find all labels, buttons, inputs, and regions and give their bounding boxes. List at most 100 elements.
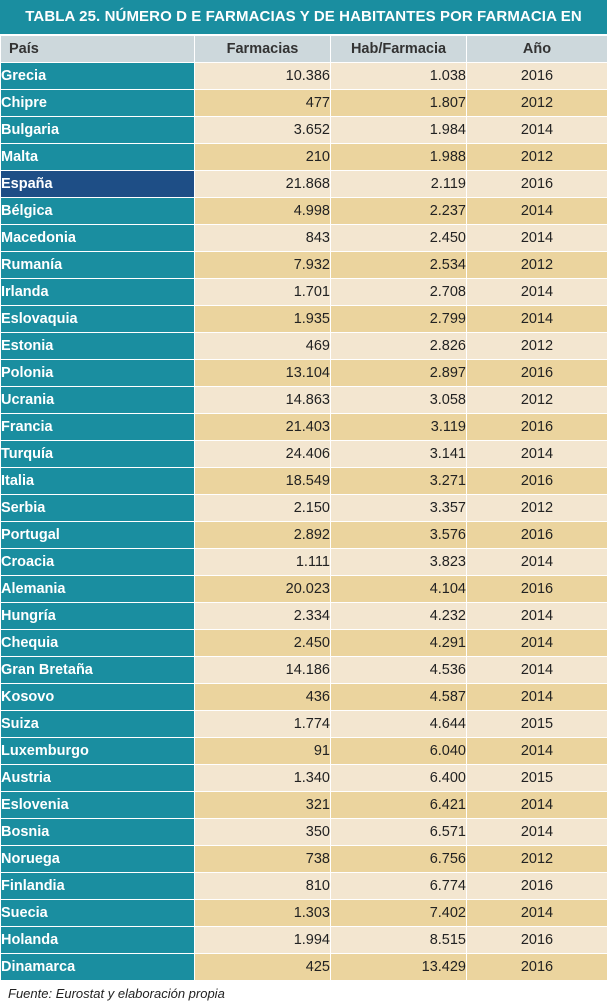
table-row: Chequia 2.450 4.291 2014 — [0, 629, 607, 657]
year-cell: 2014 — [466, 440, 607, 468]
table-row: Gran Bretaña 14.186 4.536 2014 — [0, 656, 607, 684]
year-cell: 2014 — [466, 791, 607, 819]
year-cell: 2012 — [466, 494, 607, 522]
inhabitants-per-pharmacy-cell: 2.897 — [330, 359, 467, 387]
table-row: Finlandia 810 6.774 2016 — [0, 872, 607, 900]
year-cell: 2015 — [466, 764, 607, 792]
year-cell: 2012 — [466, 89, 607, 117]
year-cell: 2014 — [466, 278, 607, 306]
pharmacies-cell: 10.386 — [194, 62, 331, 90]
inhabitants-per-pharmacy-cell: 3.058 — [330, 386, 467, 414]
country-cell: Grecia — [0, 62, 195, 90]
country-cell: Eslovenia — [0, 791, 195, 819]
table-row: Turquía 24.406 3.141 2014 — [0, 440, 607, 468]
table-row: Eslovaquia 1.935 2.799 2014 — [0, 305, 607, 333]
country-cell: Polonia — [0, 359, 195, 387]
year-cell: 2012 — [466, 143, 607, 171]
table-title: TABLA 25. NÚMERO D E FARMACIAS Y DE HABI… — [0, 0, 607, 59]
inhabitants-per-pharmacy-cell: 1.984 — [330, 116, 467, 144]
pharmacies-cell: 477 — [194, 89, 331, 117]
year-cell: 2016 — [466, 170, 607, 198]
country-cell: Suiza — [0, 710, 195, 738]
inhabitants-per-pharmacy-cell: 6.774 — [330, 872, 467, 900]
country-cell: Francia — [0, 413, 195, 441]
inhabitants-per-pharmacy-cell: 1.038 — [330, 62, 467, 90]
table-row: Bosnia 350 6.571 2014 — [0, 818, 607, 846]
table-row: Malta 210 1.988 2012 — [0, 143, 607, 171]
table-row: Holanda 1.994 8.515 2016 — [0, 926, 607, 954]
table-row: Bélgica 4.998 2.237 2014 — [0, 197, 607, 225]
year-cell: 2014 — [466, 116, 607, 144]
pharmacies-cell: 13.104 — [194, 359, 331, 387]
table-body: Grecia 10.386 1.038 2016 Chipre 477 1.807 2012 B… — [0, 62, 607, 981]
table-row: Rumanía 7.932 2.534 2012 — [0, 251, 607, 279]
country-cell: Austria — [0, 764, 195, 792]
table-row: Portugal 2.892 3.576 2016 — [0, 521, 607, 549]
inhabitants-per-pharmacy-cell: 8.515 — [330, 926, 467, 954]
year-cell: 2014 — [466, 197, 607, 225]
inhabitants-per-pharmacy-cell: 3.823 — [330, 548, 467, 576]
country-cell: Italia — [0, 467, 195, 495]
inhabitants-per-pharmacy-cell: 2.119 — [330, 170, 467, 198]
country-cell: Irlanda — [0, 278, 195, 306]
inhabitants-per-pharmacy-cell: 6.571 — [330, 818, 467, 846]
inhabitants-per-pharmacy-cell: 6.756 — [330, 845, 467, 873]
pharmacies-cell: 843 — [194, 224, 331, 252]
table-row: Estonia 469 2.826 2012 — [0, 332, 607, 360]
table-row: Croacia 1.111 3.823 2014 — [0, 548, 607, 576]
table-row: Grecia 10.386 1.038 2016 — [0, 62, 607, 90]
country-cell: Gran Bretaña — [0, 656, 195, 684]
country-cell: Bosnia — [0, 818, 195, 846]
pharmacies-cell: 210 — [194, 143, 331, 171]
country-cell: Hungría — [0, 602, 195, 630]
year-cell: 2014 — [466, 305, 607, 333]
pharmacies-cell: 1.774 — [194, 710, 331, 738]
inhabitants-per-pharmacy-cell: 3.357 — [330, 494, 467, 522]
pharmacies-cell: 1.340 — [194, 764, 331, 792]
table-row: Suecia 1.303 7.402 2014 — [0, 899, 607, 927]
pharmacies-cell: 3.652 — [194, 116, 331, 144]
table-row: Alemania 20.023 4.104 2016 — [0, 575, 607, 603]
inhabitants-per-pharmacy-cell: 3.576 — [330, 521, 467, 549]
pharmacies-cell: 2.450 — [194, 629, 331, 657]
pharmacies-cell: 14.863 — [194, 386, 331, 414]
year-cell: 2012 — [466, 386, 607, 414]
inhabitants-per-pharmacy-cell: 4.536 — [330, 656, 467, 684]
pharmacies-cell: 2.892 — [194, 521, 331, 549]
country-cell: Eslovaquia — [0, 305, 195, 333]
table-row: Francia 21.403 3.119 2016 — [0, 413, 607, 441]
year-cell: 2014 — [466, 656, 607, 684]
inhabitants-per-pharmacy-cell: 2.534 — [330, 251, 467, 279]
pharmacies-cell: 91 — [194, 737, 331, 765]
country-cell: Chequia — [0, 629, 195, 657]
inhabitants-per-pharmacy-cell: 3.271 — [330, 467, 467, 495]
inhabitants-per-pharmacy-cell: 2.708 — [330, 278, 467, 306]
country-cell: Turquía — [0, 440, 195, 468]
country-cell: Noruega — [0, 845, 195, 873]
year-cell: 2016 — [466, 467, 607, 495]
table-row: Eslovenia 321 6.421 2014 — [0, 791, 607, 819]
pharmacies-cell: 469 — [194, 332, 331, 360]
table-row: Hungría 2.334 4.232 2014 — [0, 602, 607, 630]
pharmacies-cell: 1.303 — [194, 899, 331, 927]
country-cell: Rumanía — [0, 251, 195, 279]
column-header-year: Año — [466, 35, 607, 63]
table-row: Austria 1.340 6.400 2015 — [0, 764, 607, 792]
country-cell: Finlandia — [0, 872, 195, 900]
table-row: Kosovo 436 4.587 2014 — [0, 683, 607, 711]
table-row: Noruega 738 6.756 2012 — [0, 845, 607, 873]
year-cell: 2016 — [466, 953, 607, 981]
inhabitants-per-pharmacy-cell: 3.119 — [330, 413, 467, 441]
country-cell: Portugal — [0, 521, 195, 549]
pharmacies-cell: 1.935 — [194, 305, 331, 333]
inhabitants-per-pharmacy-cell: 3.141 — [330, 440, 467, 468]
table-row: Italia 18.549 3.271 2016 — [0, 467, 607, 495]
table-row: Serbia 2.150 3.357 2012 — [0, 494, 607, 522]
inhabitants-per-pharmacy-cell: 4.644 — [330, 710, 467, 738]
country-cell: Chipre — [0, 89, 195, 117]
table-row: Irlanda 1.701 2.708 2014 — [0, 278, 607, 306]
year-cell: 2014 — [466, 818, 607, 846]
pharmacies-cell: 21.868 — [194, 170, 331, 198]
year-cell: 2012 — [466, 332, 607, 360]
year-cell: 2016 — [466, 926, 607, 954]
